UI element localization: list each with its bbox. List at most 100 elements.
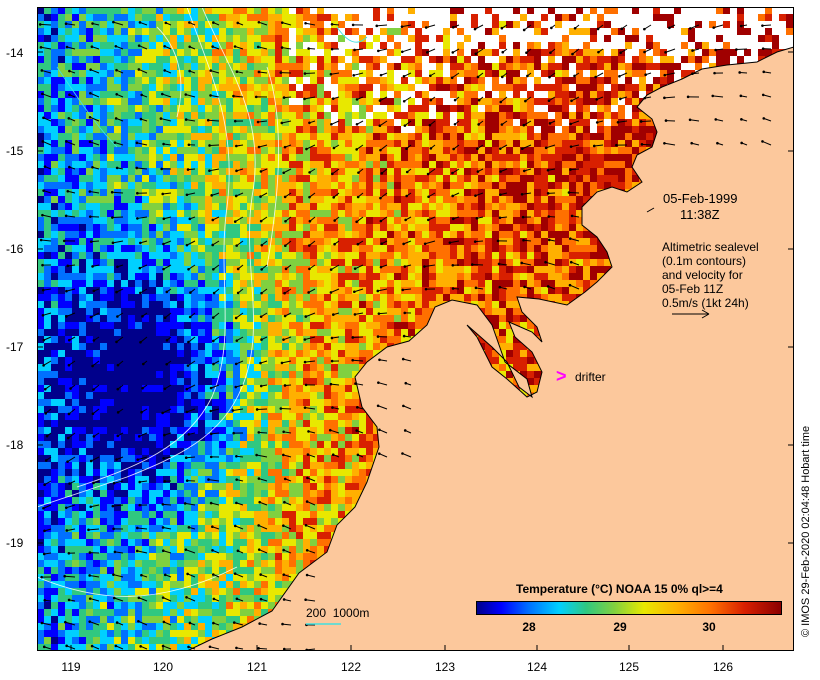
sst-pixel bbox=[408, 203, 415, 210]
sst-pixel bbox=[240, 182, 247, 189]
sst-pixel bbox=[247, 238, 254, 245]
sst-pixel bbox=[72, 28, 79, 35]
sst-pixel bbox=[338, 322, 345, 329]
sst-pixel bbox=[541, 126, 548, 133]
sst-pixel bbox=[513, 273, 520, 280]
sst-pixel bbox=[212, 133, 219, 140]
sst-pixel bbox=[296, 175, 303, 182]
sst-pixel bbox=[72, 224, 79, 231]
sst-pixel bbox=[296, 217, 303, 224]
sst-pixel bbox=[303, 217, 310, 224]
sst-pixel bbox=[212, 154, 219, 161]
sst-pixel bbox=[492, 273, 499, 280]
sst-pixel bbox=[163, 182, 170, 189]
sst-pixel bbox=[345, 119, 352, 126]
sst-pixel bbox=[338, 147, 345, 154]
sst-pixel bbox=[331, 63, 338, 70]
sst-pixel bbox=[352, 77, 359, 84]
sst-pixel bbox=[86, 175, 93, 182]
sst-pixel bbox=[79, 91, 86, 98]
sst-pixel bbox=[254, 14, 261, 21]
sst-pixel bbox=[135, 35, 142, 42]
sst-pixel bbox=[429, 273, 436, 280]
sst-pixel bbox=[303, 63, 310, 70]
sst-pixel bbox=[352, 245, 359, 252]
sst-pixel bbox=[149, 21, 156, 28]
sst-pixel bbox=[219, 315, 226, 322]
sst-pixel bbox=[394, 147, 401, 154]
sst-pixel bbox=[170, 70, 177, 77]
sst-pixel bbox=[177, 336, 184, 343]
sst-pixel bbox=[653, 84, 660, 91]
sst-pixel bbox=[254, 84, 261, 91]
sst-pixel bbox=[149, 287, 156, 294]
sst-pixel bbox=[422, 119, 429, 126]
sst-pixel bbox=[163, 168, 170, 175]
sst-pixel bbox=[65, 217, 72, 224]
sst-pixel bbox=[380, 140, 387, 147]
sst-pixel bbox=[506, 175, 513, 182]
sst-pixel bbox=[247, 189, 254, 196]
sst-pixel bbox=[233, 84, 240, 91]
sst-pixel bbox=[303, 105, 310, 112]
sst-pixel bbox=[247, 14, 254, 21]
sst-pixel bbox=[576, 63, 583, 70]
sst-pixel bbox=[569, 203, 576, 210]
sst-pixel bbox=[170, 77, 177, 84]
sst-pixel bbox=[415, 91, 422, 98]
sst-pixel bbox=[471, 189, 478, 196]
sst-pixel bbox=[310, 98, 317, 105]
sst-pixel bbox=[296, 266, 303, 273]
sst-pixel bbox=[548, 133, 555, 140]
sst-pixel bbox=[660, 14, 667, 21]
sst-pixel bbox=[471, 49, 478, 56]
sst-pixel bbox=[226, 119, 233, 126]
sst-pixel bbox=[394, 259, 401, 266]
sst-pixel bbox=[205, 147, 212, 154]
sst-pixel bbox=[100, 203, 107, 210]
sst-pixel bbox=[254, 126, 261, 133]
sst-pixel bbox=[485, 203, 492, 210]
sst-pixel bbox=[114, 70, 121, 77]
sst-pixel bbox=[590, 168, 597, 175]
sst-pixel bbox=[93, 133, 100, 140]
sst-pixel bbox=[471, 168, 478, 175]
sst-pixel bbox=[457, 266, 464, 273]
sst-pixel bbox=[296, 168, 303, 175]
sst-pixel bbox=[177, 224, 184, 231]
sst-pixel bbox=[478, 189, 485, 196]
sst-pixel bbox=[534, 203, 541, 210]
sst-pixel bbox=[233, 56, 240, 63]
sst-pixel bbox=[338, 91, 345, 98]
sst-pixel bbox=[86, 161, 93, 168]
sst-pixel bbox=[72, 301, 79, 308]
sst-pixel bbox=[191, 280, 198, 287]
sst-pixel bbox=[44, 287, 51, 294]
sst-pixel bbox=[233, 119, 240, 126]
sst-pixel bbox=[485, 301, 492, 308]
sst-pixel bbox=[429, 182, 436, 189]
sst-pixel bbox=[422, 154, 429, 161]
sst-pixel bbox=[422, 35, 429, 42]
sst-pixel bbox=[247, 350, 254, 357]
sst-pixel bbox=[226, 280, 233, 287]
sst-pixel bbox=[506, 210, 513, 217]
sst-pixel bbox=[247, 147, 254, 154]
sst-pixel bbox=[128, 210, 135, 217]
sst-pixel bbox=[163, 210, 170, 217]
sst-pixel bbox=[387, 77, 394, 84]
sst-pixel bbox=[212, 119, 219, 126]
sst-pixel bbox=[492, 28, 499, 35]
sst-pixel bbox=[233, 294, 240, 301]
sst-pixel bbox=[485, 63, 492, 70]
sst-pixel bbox=[86, 14, 93, 21]
sst-pixel bbox=[128, 231, 135, 238]
sst-pixel bbox=[576, 161, 583, 168]
sst-pixel bbox=[170, 350, 177, 357]
sst-pixel bbox=[240, 126, 247, 133]
sst-pixel bbox=[58, 7, 65, 14]
sst-pixel bbox=[352, 203, 359, 210]
sst-pixel bbox=[478, 266, 485, 273]
sst-pixel bbox=[345, 196, 352, 203]
sst-pixel bbox=[212, 98, 219, 105]
